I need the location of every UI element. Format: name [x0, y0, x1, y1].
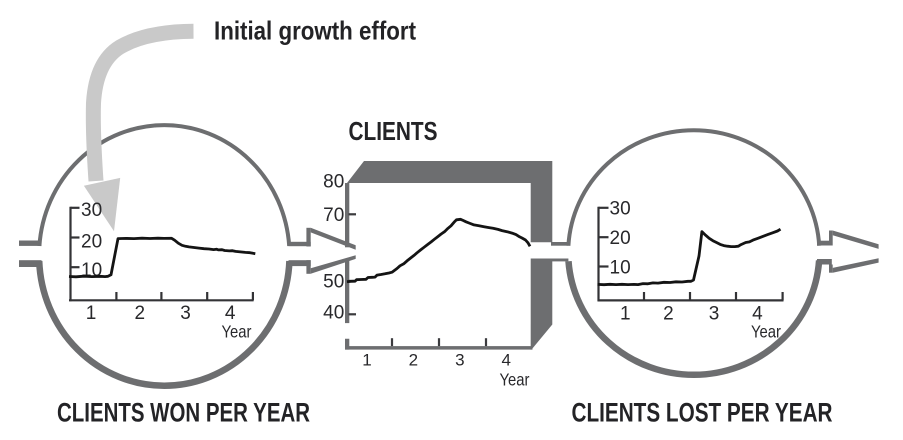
svg-text:50: 50 — [323, 272, 344, 293]
svg-text:CLIENTS LOST PER YEAR: CLIENTS LOST PER YEAR — [572, 398, 833, 428]
svg-text:70: 70 — [323, 205, 344, 226]
svg-text:Year: Year — [500, 370, 530, 390]
svg-text:CLIENTS: CLIENTS — [349, 116, 438, 146]
svg-text:30: 30 — [610, 199, 631, 220]
svg-text:CLIENTS WON PER YEAR: CLIENTS WON PER YEAR — [57, 398, 310, 428]
svg-text:2: 2 — [135, 303, 146, 324]
svg-text:80: 80 — [323, 172, 344, 193]
svg-text:4: 4 — [752, 303, 763, 324]
svg-text:1: 1 — [362, 351, 371, 370]
svg-text:10: 10 — [610, 257, 631, 278]
svg-text:3: 3 — [455, 351, 464, 370]
svg-text:4: 4 — [225, 303, 236, 324]
svg-text:40: 40 — [323, 302, 344, 323]
svg-text:1: 1 — [86, 303, 97, 324]
svg-text:Year: Year — [222, 322, 252, 342]
svg-text:30: 30 — [81, 200, 102, 221]
svg-text:2: 2 — [409, 351, 418, 370]
svg-text:1: 1 — [620, 303, 631, 324]
svg-text:Initial growth effort: Initial growth effort — [214, 16, 416, 46]
svg-text:20: 20 — [81, 231, 102, 252]
svg-text:3: 3 — [709, 303, 720, 324]
svg-text:4: 4 — [501, 351, 510, 370]
svg-text:2: 2 — [663, 303, 674, 324]
svg-text:20: 20 — [610, 228, 631, 249]
svg-text:Year: Year — [751, 321, 781, 341]
svg-text:3: 3 — [180, 303, 191, 324]
